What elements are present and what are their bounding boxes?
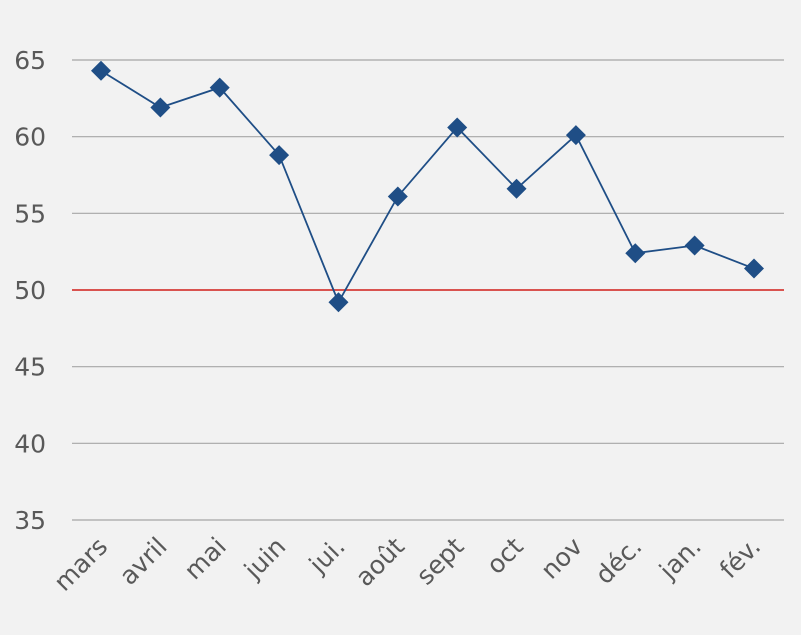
data-point-sept bbox=[447, 117, 468, 138]
data-point-août bbox=[387, 186, 408, 207]
data-point-mai bbox=[209, 77, 230, 98]
data-point-déc. bbox=[625, 243, 646, 264]
x-tick-label-1: avril bbox=[114, 532, 173, 591]
x-tick-label-7: oct bbox=[481, 532, 529, 580]
x-tick-label-4: jui. bbox=[303, 532, 351, 580]
series-line bbox=[100, 69, 755, 305]
data-point-nov bbox=[565, 125, 586, 146]
x-tick-label-0: mars bbox=[48, 532, 113, 597]
x-tick-label-9: déc. bbox=[590, 532, 648, 590]
data-point-jan. bbox=[684, 235, 705, 256]
x-tick-label-10: jan. bbox=[653, 532, 707, 586]
x-tick-label-3: juin bbox=[238, 532, 291, 585]
x-axis-ticks: mars avril mai juin jui. août sept oct nov déc. ja… bbox=[48, 532, 766, 597]
data-point-fév. bbox=[744, 258, 764, 279]
x-tick-label-8: nov bbox=[535, 532, 588, 585]
data-point-juin bbox=[269, 145, 290, 166]
y-tick-label-40: 40 bbox=[14, 429, 46, 458]
y-tick-label-35: 35 bbox=[14, 506, 46, 535]
x-tick-label-5: août bbox=[350, 532, 410, 592]
y-tick-label-60: 60 bbox=[14, 123, 46, 152]
y-tick-label-45: 45 bbox=[14, 353, 46, 382]
x-tick-label-11: fév. bbox=[714, 532, 766, 584]
y-tick-label-65: 65 bbox=[14, 46, 46, 75]
data-point-avril bbox=[150, 97, 171, 118]
y-axis-ticks: 35 40 45 50 55 60 65 bbox=[14, 46, 46, 535]
x-tick-label-6: sept bbox=[411, 532, 470, 591]
y-tick-label-50: 50 bbox=[14, 276, 46, 305]
x-tick-label-2: mai bbox=[178, 532, 231, 585]
data-point-oct bbox=[506, 178, 527, 199]
y-tick-label-55: 55 bbox=[14, 199, 46, 228]
data-point-jui. bbox=[328, 292, 349, 313]
data-point-mars bbox=[91, 60, 111, 81]
series-layer bbox=[91, 60, 764, 313]
